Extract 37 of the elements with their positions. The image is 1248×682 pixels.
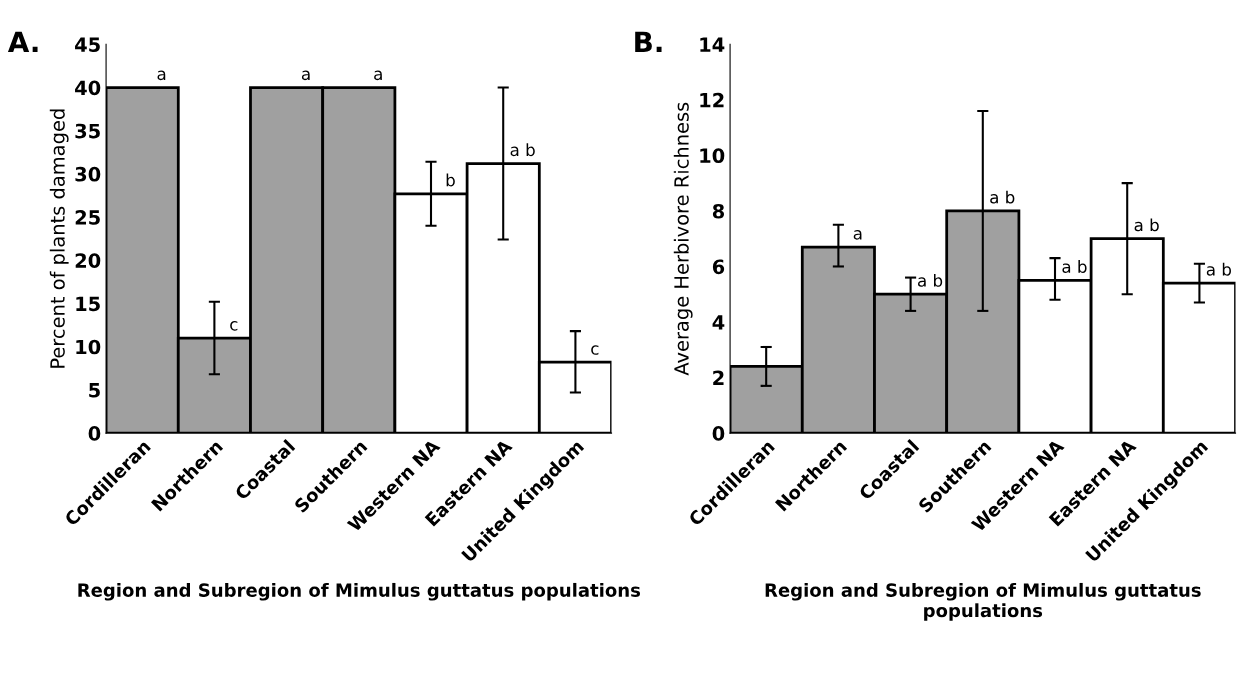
y-tick-label: 8: [712, 203, 725, 219]
annotation: a b: [990, 190, 1015, 204]
y-tick-label: 35: [75, 123, 100, 139]
y-axis-title: Average Herbivore Richness: [673, 102, 693, 376]
y-tick-label: 12: [700, 92, 724, 108]
y-tick-label: 4: [712, 315, 725, 330]
annotation: b: [446, 173, 455, 187]
y-axis-title: Percent of plants damaged: [49, 109, 69, 368]
annotation: a b: [510, 143, 535, 157]
annotation: a: [374, 70, 382, 81]
y-tick-label: 0: [712, 426, 725, 441]
y-tick-label: 5: [89, 383, 100, 398]
y-tick-label: 20: [75, 253, 101, 268]
y-tick-label: 30: [75, 166, 101, 182]
annotation: a b: [1206, 262, 1231, 276]
x-axis-title: Region and Subregion of Mimulus guttatus populations: [765, 582, 1201, 621]
y-tick-label: 0: [88, 426, 101, 441]
annotation: a: [853, 230, 862, 240]
annotation: c: [230, 321, 238, 331]
y-tick-label: 10: [76, 339, 101, 355]
y-tick-label: 15: [76, 296, 100, 312]
y-tick-label: 14: [700, 37, 725, 52]
annotation: a b: [1134, 218, 1159, 232]
y-tick-label: 45: [75, 37, 100, 52]
annotation: a: [301, 70, 310, 81]
y-tick-label: 2: [713, 370, 724, 385]
annotation: a b: [917, 273, 943, 287]
chart-title: B.: [635, 31, 662, 52]
y-tick-label: 25: [75, 210, 100, 225]
annotation: c: [591, 345, 599, 355]
chart-title: A.: [7, 31, 38, 52]
y-tick-label: 6: [712, 259, 725, 275]
x-axis-title: Region and Subregion of Mimulus guttatus populations: [78, 582, 641, 601]
annotation: a: [157, 70, 166, 81]
y-tick-label: 10: [700, 148, 725, 164]
y-tick-label: 40: [75, 80, 101, 96]
annotation: a b: [1062, 260, 1087, 273]
